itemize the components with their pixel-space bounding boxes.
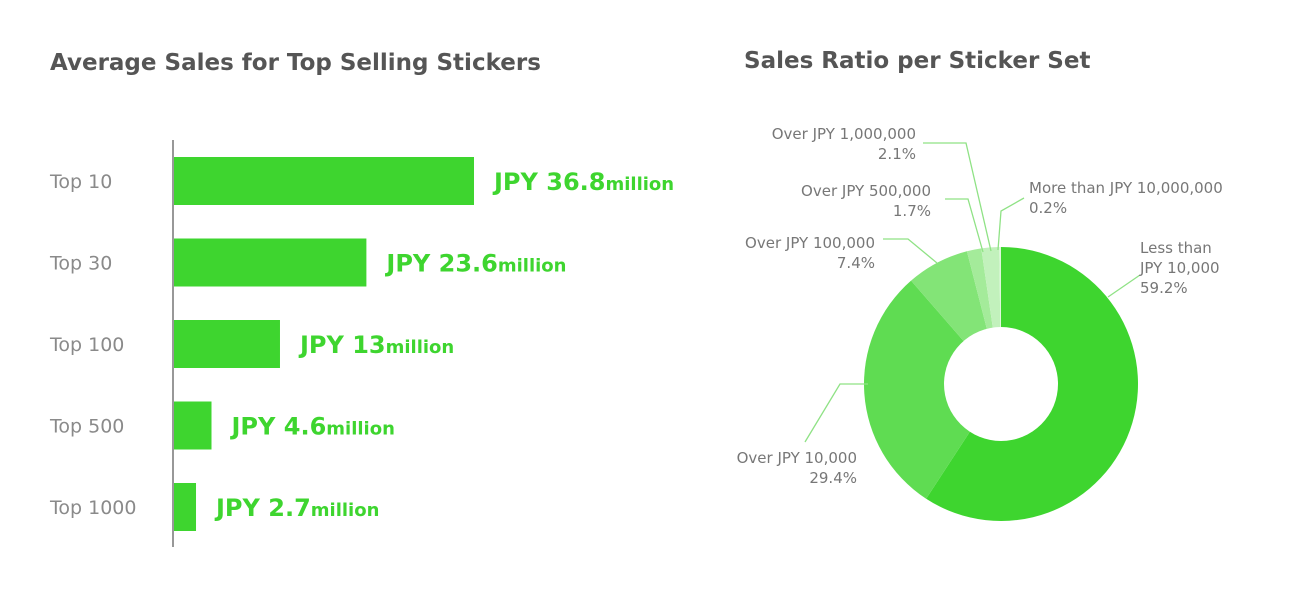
donut-leader-line (1107, 274, 1141, 298)
donut-leader-line (804, 383, 868, 443)
bar (174, 238, 367, 287)
bar-value-label: JPY 4.6million (230, 413, 395, 441)
bar (174, 401, 212, 450)
bar-value-label: JPY 23.6million (384, 250, 566, 278)
bar (174, 157, 474, 205)
bar-category-label: Top 1000 (49, 497, 136, 519)
bar-chart: Average Sales for Top Selling Stickers T… (49, 50, 674, 547)
bar-category-label: Top 100 (49, 334, 124, 356)
donut-labels: Less than JPY 10,000 59.2% Over JPY 10,000 2… (737, 125, 1223, 487)
donut-slice-label: More than JPY 10,000,000 0.2% (1029, 179, 1223, 217)
donut-chart-title: Sales Ratio per Sticker Set (744, 48, 1090, 74)
donut-leader-line (883, 238, 938, 264)
donut-slice-label: Over JPY 100,000 7.4% (745, 234, 875, 272)
bar-category-label: Top 10 (49, 171, 112, 193)
donut-leader-line (945, 198, 984, 253)
bar (174, 320, 280, 368)
bar-marks: Top 10 JPY 36.8million Top 30 JPY 23.6milli… (49, 157, 674, 531)
bar-category-label: Top 30 (49, 253, 112, 275)
donut-slice-label: Less than JPY 10,000 59.2% (1139, 239, 1220, 297)
bar-chart-title: Average Sales for Top Selling Stickers (50, 50, 541, 76)
donut-slice-label: Over JPY 500,000 1.7% (801, 182, 931, 220)
donut-leader-line (923, 142, 992, 252)
donut-slice (864, 280, 1001, 499)
bar-value-label: JPY 2.7million (214, 494, 379, 522)
donut-leader-line (997, 197, 1025, 251)
bar-value-label: JPY 36.8million (492, 168, 674, 196)
bar-category-label: Top 500 (49, 416, 124, 438)
donut-slice-label: Over JPY 1,000,000 2.1% (772, 125, 916, 163)
donut-chart: Sales Ratio per Sticker Set Less than JPY… (737, 48, 1223, 521)
donut-leader-lines (804, 142, 1141, 443)
donut-hole (944, 327, 1058, 441)
donut-slice-label: Over JPY 10,000 29.4% (737, 449, 857, 487)
bar (174, 483, 197, 531)
bar-value-label: JPY 13million (298, 331, 454, 359)
